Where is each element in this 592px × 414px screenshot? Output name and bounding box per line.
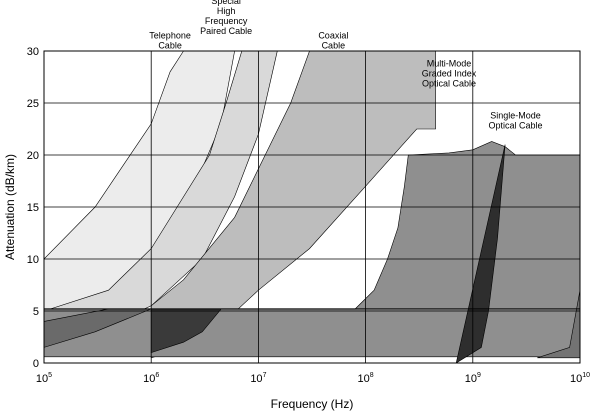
y-tick-label: 30 [27,46,39,58]
y-tick-labels: 0 5 10 15 20 25 30 [27,46,39,370]
annotation: Coaxial Cable [318,31,348,51]
y-tick-label: 15 [27,202,39,214]
y-tick-label: 5 [33,306,39,318]
x-tick-label: 109 [465,372,481,385]
y-tick-label: 20 [27,150,39,162]
y-tick-label: 25 [27,98,39,110]
annotation: Special High Frequency Paired Cable [200,0,252,36]
y-axis-label: Attenuation (dB/km) [3,154,17,260]
x-tick-label: 106 [143,372,159,385]
annotation: Telephone Cable [149,31,191,51]
series-band-7 [455,144,506,364]
annotations: Telephone Cable Special High Frequency Paired… [149,0,542,131]
x-tick-label: 105 [36,372,52,385]
x-tick-label: 108 [358,372,374,385]
x-tick-label: 1010 [570,372,590,385]
series-bands [43,50,581,364]
y-tick-label: 0 [33,358,39,370]
y-tick-label: 10 [27,254,39,266]
plot-frame [43,50,581,364]
annotation: Single-Mode Optical Cable [488,111,542,131]
x-tick-labels: 105 106 107 108 109 1010 [36,372,590,385]
x-axis-label: Frequency (Hz) [271,397,354,411]
x-tick-label: 107 [250,372,266,385]
annotation: Multi-Mode Graded Index Optical Cable [422,59,477,89]
